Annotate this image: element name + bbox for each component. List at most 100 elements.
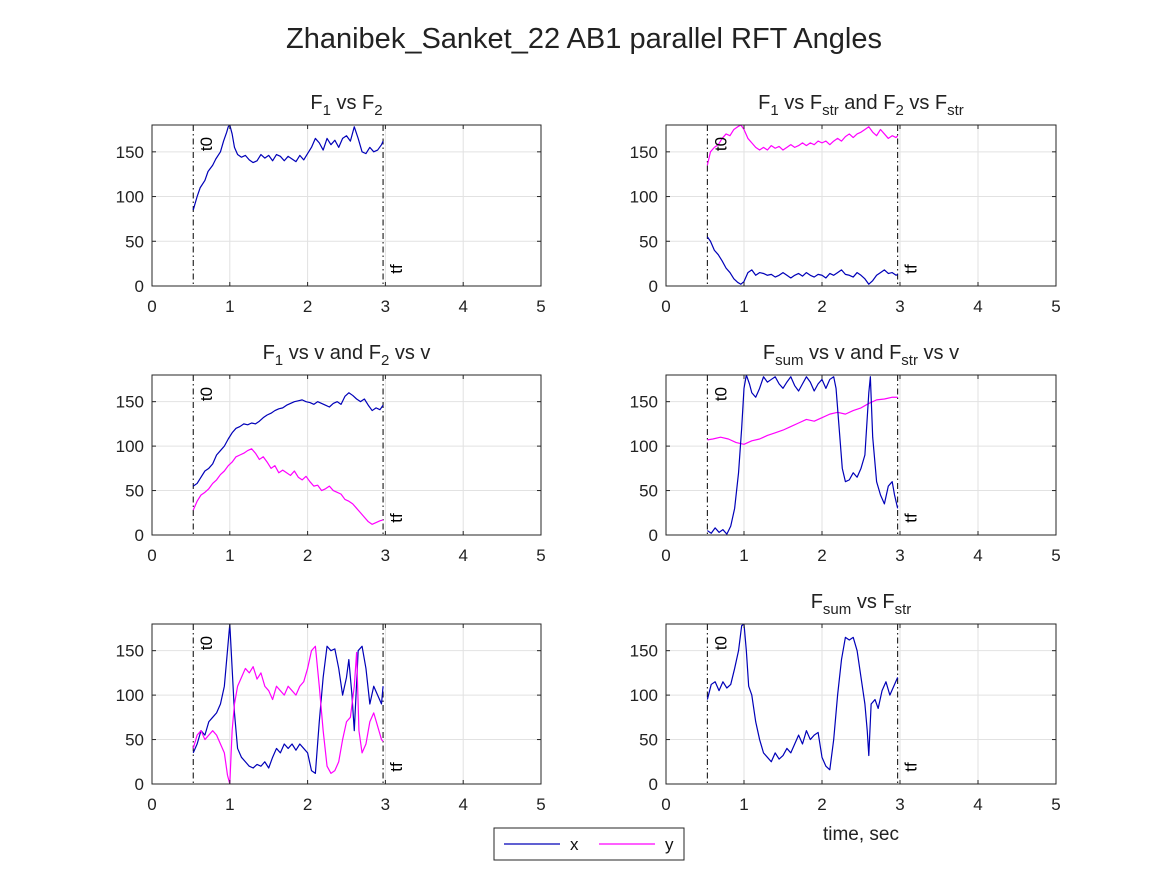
y-tick-label: 50 <box>639 731 658 750</box>
vline-label-tf: tf <box>902 264 921 274</box>
subplot-title: F1 vs F2 <box>310 92 382 119</box>
x-tick-label: 3 <box>895 297 904 316</box>
subplot-title: Fsum vs Fstr <box>811 591 912 618</box>
y-tick-label: 150 <box>116 143 144 162</box>
axes-box <box>151 374 542 536</box>
x-tick-label: 2 <box>817 795 826 814</box>
x-tick-label: 3 <box>381 297 390 316</box>
x-tick-label: 1 <box>225 795 234 814</box>
y-tick-label: 150 <box>630 393 658 412</box>
x-tick-label: 0 <box>147 546 156 565</box>
x-tick-label: 4 <box>458 297 467 316</box>
vline-label-t0: t0 <box>711 387 730 401</box>
subplot-title: F1 vs v and F2 vs v <box>263 342 431 369</box>
series-line-y <box>192 448 384 525</box>
y-tick-label: 100 <box>630 686 658 705</box>
x-tick-label: 5 <box>1051 297 1060 316</box>
x-tick-label: 2 <box>817 546 826 565</box>
y-tick-label: 0 <box>649 526 658 545</box>
x-tick-label: 5 <box>1051 546 1060 565</box>
x-tick-label: 5 <box>536 546 545 565</box>
series-line-y <box>192 645 384 784</box>
x-tick-label: 4 <box>458 546 467 565</box>
x-tick-label: 2 <box>303 795 312 814</box>
x-tick-label: 0 <box>661 795 670 814</box>
x-tick-label: 1 <box>739 297 748 316</box>
series-line-x <box>707 375 899 535</box>
vline-label-tf: tf <box>387 513 406 523</box>
series-line-x <box>192 125 384 211</box>
subplot-title: Fsum vs v and Fstr vs v <box>763 342 959 369</box>
y-tick-label: 0 <box>649 277 658 296</box>
legend-label-x: x <box>570 835 579 854</box>
vline-label-tf: tf <box>902 513 921 523</box>
axes-box <box>665 374 1057 536</box>
series-line-x <box>192 392 384 487</box>
y-tick-label: 0 <box>135 277 144 296</box>
vline-label-t0: t0 <box>197 137 216 151</box>
y-tick-label: 100 <box>116 437 144 456</box>
x-tick-label: 4 <box>973 546 982 565</box>
y-tick-label: 0 <box>135 526 144 545</box>
axes-box <box>151 623 542 785</box>
x-tick-label: 5 <box>1051 795 1060 814</box>
y-tick-label: 100 <box>630 188 658 207</box>
y-tick-label: 100 <box>630 437 658 456</box>
y-tick-label: 50 <box>125 731 144 750</box>
x-tick-label: 1 <box>739 795 748 814</box>
series-line-y <box>706 125 899 166</box>
x-tick-label: 3 <box>381 546 390 565</box>
y-tick-label: 150 <box>116 393 144 412</box>
y-tick-label: 100 <box>116 686 144 705</box>
subplot-title: F1 vs Fstr and F2 vs Fstr <box>758 92 964 119</box>
x-tick-label: 2 <box>303 546 312 565</box>
vline-label-t0: t0 <box>711 636 730 650</box>
x-tick-label: 4 <box>973 795 982 814</box>
axes-box <box>665 124 1057 287</box>
x-tick-label: 0 <box>661 546 670 565</box>
vline-label-t0: t0 <box>711 137 730 151</box>
axes-box <box>665 623 1057 785</box>
y-tick-label: 50 <box>125 482 144 501</box>
y-tick-label: 150 <box>116 642 144 661</box>
x-tick-label: 3 <box>895 795 904 814</box>
y-tick-label: 50 <box>125 232 144 251</box>
series-line-x <box>192 624 384 774</box>
y-tick-label: 150 <box>630 642 658 661</box>
x-tick-label: 5 <box>536 795 545 814</box>
series-line-x <box>706 624 899 771</box>
x-tick-label: 1 <box>225 297 234 316</box>
legend-label-y: y <box>665 835 674 854</box>
x-tick-label: 1 <box>225 546 234 565</box>
x-tick-label: 4 <box>458 795 467 814</box>
y-tick-label: 0 <box>649 775 658 794</box>
x-tick-label: 3 <box>381 795 390 814</box>
x-tick-label: 0 <box>147 795 156 814</box>
x-tick-label: 4 <box>973 297 982 316</box>
x-axis-label: time, sec <box>823 824 899 845</box>
axes-box <box>151 124 542 287</box>
vline-label-tf: tf <box>387 264 406 274</box>
y-tick-label: 50 <box>639 232 658 251</box>
series-line-x <box>706 236 898 285</box>
y-tick-label: 150 <box>630 143 658 162</box>
x-tick-label: 0 <box>147 297 156 316</box>
x-tick-label: 2 <box>303 297 312 316</box>
x-tick-label: 2 <box>817 297 826 316</box>
x-tick-label: 5 <box>536 297 545 316</box>
vline-label-tf: tf <box>387 762 406 772</box>
y-tick-label: 100 <box>116 188 144 207</box>
x-tick-label: 3 <box>895 546 904 565</box>
x-tick-label: 1 <box>739 546 748 565</box>
figure-title: Zhanibek_Sanket_22 AB1 parallel RFT Angl… <box>286 23 882 55</box>
y-tick-label: 50 <box>639 482 658 501</box>
vline-label-t0: t0 <box>197 636 216 650</box>
